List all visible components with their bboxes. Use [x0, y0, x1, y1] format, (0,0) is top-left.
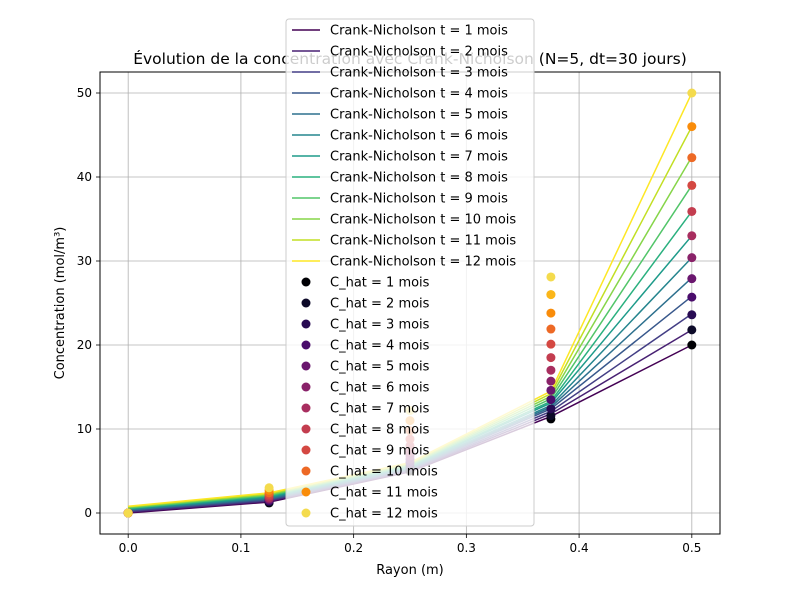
legend-label: C_hat = 11 mois: [330, 486, 438, 501]
legend-box: [285, 18, 535, 527]
scatter-point: [123, 508, 133, 518]
legend-label: Crank-Nicholson t = 6 mois: [330, 129, 508, 144]
scatter-point: [546, 365, 556, 375]
legend-point-swatch: [301, 445, 311, 455]
legend-label: Crank-Nicholson t = 4 mois: [330, 87, 508, 102]
scatter-point: [687, 231, 697, 241]
legend-label: Crank-Nicholson t = 10 mois: [330, 213, 516, 228]
scatter-point: [687, 253, 697, 263]
legend-label: Crank-Nicholson t = 12 mois: [330, 255, 516, 270]
scatter-point: [687, 292, 697, 302]
y-tick-label: 20: [77, 338, 92, 352]
scatter-point: [687, 122, 697, 132]
scatter-point: [687, 340, 697, 350]
legend-label: Crank-Nicholson t = 1 mois: [330, 24, 508, 39]
legend-label: Crank-Nicholson t = 7 mois: [330, 150, 508, 165]
legend-label: C_hat = 8 mois: [330, 423, 430, 438]
scatter-point: [687, 310, 697, 320]
scatter-point: [546, 404, 556, 414]
legend-point-swatch: [301, 382, 311, 392]
x-tick-label: 0.4: [570, 541, 589, 555]
legend-point-swatch: [301, 403, 311, 413]
legend-label: C_hat = 9 mois: [330, 444, 430, 459]
legend-point-swatch: [301, 361, 311, 371]
legend-label: C_hat = 2 mois: [330, 297, 430, 312]
scatter-point: [546, 339, 556, 349]
scatter-point: [546, 376, 556, 386]
scatter-point: [687, 88, 697, 98]
legend-point-swatch: [301, 340, 311, 350]
legend: Crank-Nicholson t = 1 mois Crank-Nicholso…: [285, 18, 535, 527]
legend-label: Crank-Nicholson t = 11 mois: [330, 234, 516, 249]
scatter-point: [546, 353, 556, 363]
scatter-point: [687, 274, 697, 284]
x-tick-label: 0.5: [682, 541, 701, 555]
x-tick-label: 0.2: [344, 541, 363, 555]
scatter-point: [264, 483, 274, 493]
legend-items: Crank-Nicholson t = 1 mois Crank-Nicholso…: [292, 24, 516, 522]
legend-label: Crank-Nicholson t = 8 mois: [330, 171, 508, 186]
legend-point-swatch: [301, 424, 311, 434]
y-tick-label: 50: [77, 86, 92, 100]
scatter-point: [687, 153, 697, 163]
y-tick-label: 10: [77, 422, 92, 436]
scatter-point: [546, 308, 556, 318]
scatter-point: [546, 411, 556, 421]
legend-label: C_hat = 4 mois: [330, 339, 430, 354]
legend-label: C_hat = 1 mois: [330, 276, 430, 291]
y-tick-label: 0: [84, 506, 92, 520]
x-axis-ticks: 0.0 0.1 0.2 0.3 0.4 0.5: [119, 534, 701, 555]
y-tick-label: 30: [77, 254, 92, 268]
scatter-point: [546, 395, 556, 405]
legend-point-swatch: [301, 487, 311, 497]
legend-label: C_hat = 10 mois: [330, 465, 438, 480]
legend-point-swatch: [301, 319, 311, 329]
y-tick-label: 40: [77, 170, 92, 184]
legend-point-swatch: [301, 277, 311, 287]
legend-point-swatch: [301, 508, 311, 518]
legend-label: C_hat = 3 mois: [330, 318, 430, 333]
legend-label: Crank-Nicholson t = 3 mois: [330, 66, 508, 81]
legend-label: C_hat = 5 mois: [330, 360, 430, 375]
y-axis-ticks: 0 10 20 30 40 50: [77, 86, 100, 520]
x-tick-label: 0.1: [231, 541, 250, 555]
legend-point-swatch: [301, 298, 311, 308]
scatter-point: [546, 290, 556, 300]
scatter-point: [687, 180, 697, 190]
legend-label: Crank-Nicholson t = 2 mois: [330, 45, 508, 60]
y-axis-label: Concentration (mol/m³): [53, 227, 68, 380]
legend-label: C_hat = 7 mois: [330, 402, 430, 417]
scatter-point: [687, 325, 697, 335]
legend-label: C_hat = 12 mois: [330, 507, 438, 522]
scatter-point: [546, 324, 556, 334]
legend-point-swatch: [301, 466, 311, 476]
legend-label: Crank-Nicholson t = 9 mois: [330, 192, 508, 207]
x-axis-label: Rayon (m): [376, 563, 444, 578]
scatter-point: [546, 385, 556, 395]
scatter-point: [546, 272, 556, 282]
scatter-point: [687, 206, 697, 216]
legend-label: Crank-Nicholson t = 5 mois: [330, 108, 508, 123]
legend-label: C_hat = 6 mois: [330, 381, 430, 396]
x-tick-label: 0.3: [457, 541, 476, 555]
x-tick-label: 0.0: [119, 541, 138, 555]
